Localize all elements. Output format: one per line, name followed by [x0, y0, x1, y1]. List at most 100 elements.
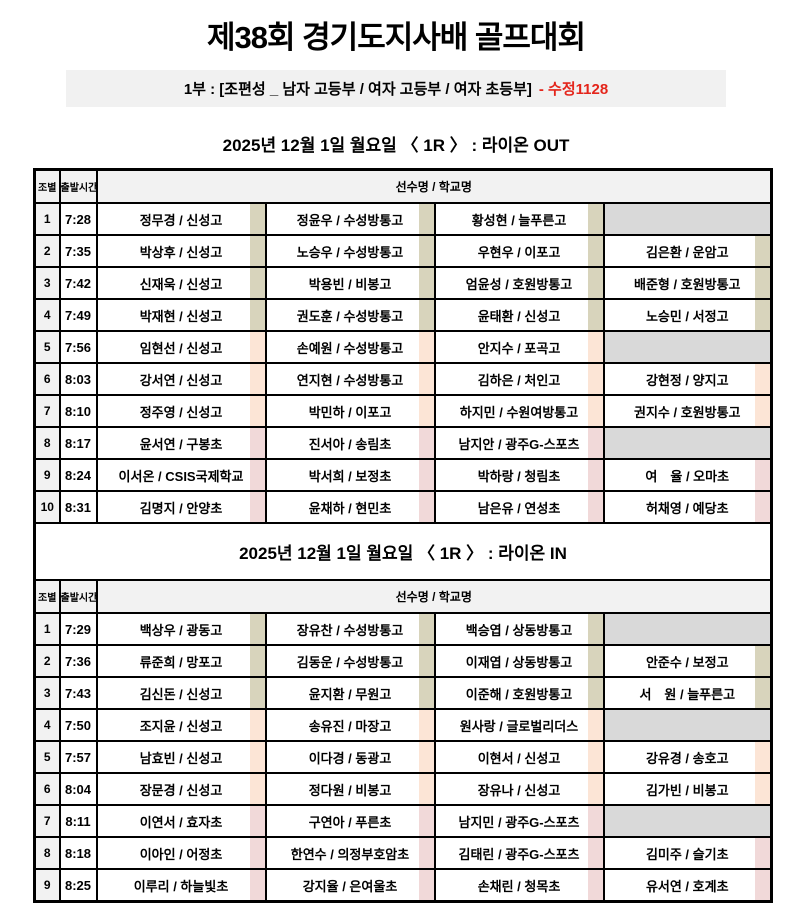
category-strip — [587, 493, 602, 521]
player-cell: 구연아 / 푸른초 — [264, 804, 436, 838]
category-strip — [587, 205, 602, 233]
division-subtitle-text: 1부 : [조편성 _ 남자 고등부 / 여자 고등부 / 여자 초등부] — [183, 81, 532, 98]
player-cell: 허채영 / 예당초 — [602, 490, 773, 524]
group-number-cell: 9 — [33, 868, 61, 903]
player-cell: 김동운 / 수성방통고 — [264, 644, 436, 678]
group-number-cell: 7 — [33, 394, 61, 428]
group-number-cell: 8 — [33, 426, 61, 460]
tee-time-cell: 8:18 — [58, 836, 98, 870]
player-cell: 박재현 / 신성고 — [95, 298, 267, 332]
player-cell: 강지율 / 은여울초 — [264, 868, 436, 903]
player-name: 손채린 / 청목초 — [477, 878, 561, 894]
category-strip — [755, 365, 770, 393]
category-strip — [418, 237, 433, 265]
table-row: 4 7:49 박재현 / 신성고 권도훈 / 수성방통고 윤태환 / 신성고 노승민 / … — [33, 298, 773, 332]
player-name: 김태린 / 광주G-스포츠 — [458, 846, 580, 862]
player-name: 한연수 / 의정부호암초 — [290, 846, 410, 862]
group-column-header: 조별 — [33, 579, 61, 614]
category-strip — [755, 237, 770, 265]
table-row: 10 8:31 김명지 / 안양초 윤채하 / 현민초 남은유 / 연성초 허채영 / 예… — [33, 490, 773, 524]
group-number-cell: 2 — [33, 234, 61, 268]
player-cell: 김하은 / 처인고 — [433, 362, 605, 396]
tee-time-cell: 8:24 — [58, 458, 98, 492]
category-strip — [587, 743, 602, 771]
category-strip — [418, 333, 433, 361]
player-cell: 정윤우 / 수성방통고 — [264, 202, 436, 236]
table-row: 2 7:36 류준희 / 망포고 김동운 / 수성방통고 이재엽 / 상동방통고 안준수 … — [33, 644, 773, 678]
player-cell: 노승민 / 서정고 — [602, 298, 773, 332]
table-row: 6 8:04 장문경 / 신성고 정다원 / 비봉고 장유나 / 신성고 김가빈 / 비봉… — [33, 772, 773, 806]
category-strip — [249, 237, 264, 265]
player-cell: 윤서연 / 구봉초 — [95, 426, 267, 460]
player-cell: 박용빈 / 비봉고 — [264, 266, 436, 300]
category-strip — [755, 775, 770, 803]
player-name: 박하랑 / 청림초 — [477, 468, 561, 484]
player-name: 김은환 / 운암고 — [645, 244, 729, 260]
category-strip — [755, 647, 770, 675]
category-strip — [249, 493, 264, 521]
category-strip — [587, 397, 602, 425]
category-strip — [418, 205, 433, 233]
player-cell: 원사랑 / 글로벌리더스 — [433, 708, 605, 742]
player-cell: 송유진 / 마장고 — [264, 708, 436, 742]
category-strip — [587, 301, 602, 329]
category-strip — [249, 679, 264, 707]
player-cell: 정주영 / 신성고 — [95, 394, 267, 428]
group-number-cell: 1 — [33, 612, 61, 646]
players-column-header: 선수명 / 학교명 — [95, 168, 773, 204]
player-name: 하지민 / 수원여방통고 — [459, 404, 579, 420]
category-strip — [249, 461, 264, 489]
category-strip — [418, 493, 433, 521]
tee-time-cell: 8:03 — [58, 362, 98, 396]
player-name: 김신돈 / 신성고 — [139, 686, 223, 702]
player-name: 황성현 / 늘푸른고 — [471, 212, 567, 228]
tee-time-cell: 7:50 — [58, 708, 98, 742]
player-cell: 백상우 / 광동고 — [95, 612, 267, 646]
player-name: 장유찬 / 수성방통고 — [296, 622, 404, 638]
player-name: 정주영 / 신성고 — [139, 404, 223, 420]
group-number-cell: 6 — [33, 772, 61, 806]
table-row: 8 8:17 윤서연 / 구봉초 진서아 / 송림초 남지안 / 광주G-스포츠 — [33, 426, 773, 460]
pairings-table: 조별 출발시간 선수명 / 학교명 1 7:28 정무경 / 신성고 정윤우 / 수성방통고… — [33, 168, 773, 903]
player-cell: 연지현 / 수성방통고 — [264, 362, 436, 396]
player-cell: 정다원 / 비봉고 — [264, 772, 436, 806]
category-strip — [418, 870, 433, 900]
player-name: 남은유 / 연성초 — [477, 500, 561, 516]
category-strip — [418, 365, 433, 393]
player-name: 백상우 / 광동고 — [139, 622, 223, 638]
player-name: 엄윤성 / 호원방통고 — [465, 276, 573, 292]
category-strip — [249, 301, 264, 329]
table-row: 7 8:11 이연서 / 효자초 구연아 / 푸른초 남지민 / 광주G-스포츠 — [33, 804, 773, 838]
player-cell: 한연수 / 의정부호암초 — [264, 836, 436, 870]
player-name: 권도훈 / 수성방통고 — [296, 308, 404, 324]
group-number-cell: 4 — [33, 298, 61, 332]
table-row: 5 7:57 남효빈 / 신성고 이다경 / 동광고 이현서 / 신성고 강유경 / 송호… — [33, 740, 773, 774]
empty-cell — [602, 330, 773, 364]
category-strip — [587, 429, 602, 457]
table-row: 1 7:28 정무경 / 신성고 정윤우 / 수성방통고 황성현 / 늘푸른고 — [33, 202, 773, 236]
table-header-row: 조별 출발시간 선수명 / 학교명 — [33, 579, 773, 614]
category-strip — [755, 269, 770, 297]
player-cell: 정무경 / 신성고 — [95, 202, 267, 236]
player-name: 류준희 / 망포고 — [139, 654, 223, 670]
player-cell: 김신돈 / 신성고 — [95, 676, 267, 710]
player-cell: 이재엽 / 상동방통고 — [433, 644, 605, 678]
players-column-header: 선수명 / 학교명 — [95, 579, 773, 614]
player-name: 연지현 / 수성방통고 — [296, 372, 404, 388]
player-name: 강서연 / 신성고 — [139, 372, 223, 388]
tee-time-cell: 7:56 — [58, 330, 98, 364]
player-name: 김하은 / 처인고 — [477, 372, 561, 388]
category-strip — [418, 429, 433, 457]
category-strip — [755, 397, 770, 425]
tee-time-cell: 7:49 — [58, 298, 98, 332]
player-name: 임현선 / 신성고 — [139, 340, 223, 356]
player-name: 김미주 / 슬기초 — [645, 846, 729, 862]
category-strip — [418, 679, 433, 707]
player-name: 이서온 / CSIS국제학교 — [118, 468, 244, 484]
empty-cell — [602, 804, 773, 838]
category-strip — [249, 743, 264, 771]
player-name: 김동운 / 수성방통고 — [296, 654, 404, 670]
player-cell: 김은환 / 운암고 — [602, 234, 773, 268]
player-name: 박상후 / 신성고 — [139, 244, 223, 260]
player-name: 박서희 / 보정초 — [308, 468, 392, 484]
